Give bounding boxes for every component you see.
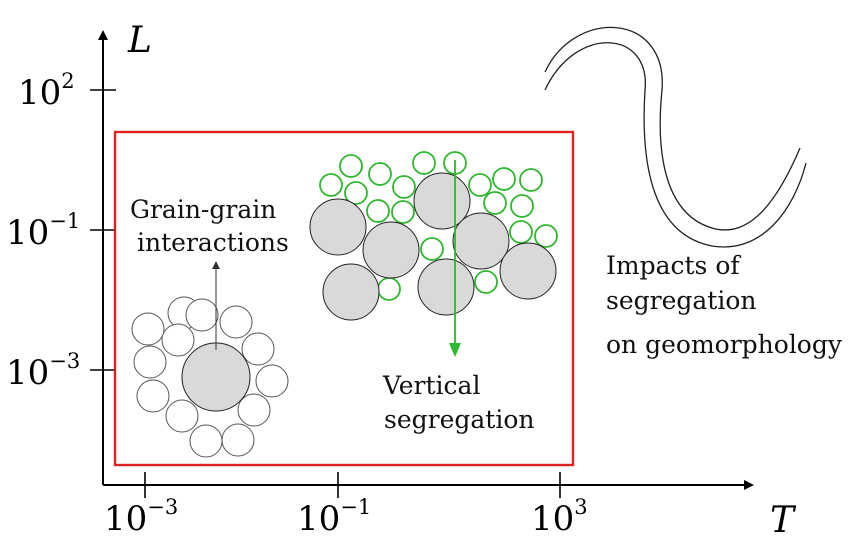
small-grain	[368, 162, 392, 186]
small-grain	[474, 270, 498, 294]
grain-interactions-label: interactions	[137, 228, 289, 257]
small-grain	[392, 175, 416, 199]
large-grain	[309, 198, 367, 256]
neighbor-grain	[241, 332, 275, 366]
x-tick-label: 103	[531, 495, 588, 539]
small-grain	[344, 181, 368, 205]
y-axis-label: L	[127, 20, 152, 61]
central-grain	[181, 342, 251, 412]
neighbor-grain	[185, 298, 219, 332]
large-grain	[362, 221, 420, 279]
impacts-label: Impacts of	[606, 251, 741, 280]
neighbor-grain	[255, 364, 289, 398]
grain-cluster	[131, 261, 289, 458]
grain-interactions-label: Grain-grain	[130, 195, 276, 224]
large-grain	[413, 172, 471, 230]
neighbor-grain	[221, 423, 255, 457]
scale-region-box	[113, 130, 575, 467]
small-grain	[420, 237, 444, 261]
small-grain	[468, 173, 492, 197]
segregation-cluster	[309, 151, 558, 357]
small-grain	[509, 220, 533, 244]
vertical-segregation-label: segregation	[384, 405, 534, 434]
neighbor-grain	[161, 323, 195, 357]
large-grain	[452, 212, 510, 270]
small-grain	[492, 167, 516, 191]
neighbor-grain	[219, 305, 253, 339]
small-grain	[339, 154, 363, 178]
neighbor-grain	[189, 424, 223, 458]
x-tick-label: 10−3	[104, 495, 178, 539]
small-grain	[510, 194, 534, 218]
impacts-label: segregation	[606, 286, 756, 315]
y-tick-label: 102	[18, 69, 75, 113]
y-tick-label: 10−1	[6, 209, 80, 253]
large-grain	[322, 263, 380, 321]
river-meander-icon	[544, 26, 807, 248]
small-grain	[519, 168, 543, 192]
x-axis-label: T	[770, 500, 797, 540]
neighbor-grain	[165, 399, 199, 433]
neighbor-grain	[133, 345, 167, 379]
impacts-label: on geomorphology	[606, 330, 843, 359]
large-grain	[499, 242, 557, 300]
x-tick-label: 10−1	[297, 495, 371, 539]
small-grain	[377, 277, 401, 301]
small-grain	[412, 151, 436, 175]
small-grain	[319, 173, 343, 197]
neighbor-grain	[237, 393, 271, 427]
small-grain	[483, 191, 507, 215]
small-grain	[366, 199, 390, 223]
neighbor-grain	[136, 379, 170, 413]
small-grain	[534, 224, 558, 248]
small-grain	[391, 200, 415, 224]
y-tick-label: 10−3	[6, 349, 80, 393]
large-grain	[417, 258, 475, 316]
neighbor-grain	[131, 312, 165, 346]
vertical-segregation-label: Vertical	[382, 371, 480, 400]
